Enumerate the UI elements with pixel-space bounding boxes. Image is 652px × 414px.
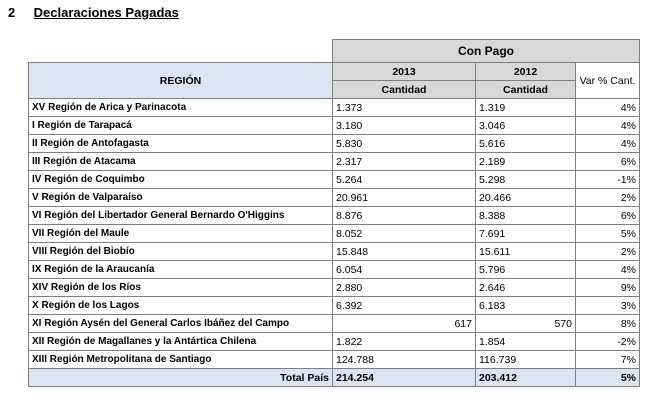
declaraciones-table: Con Pago REGIÓN 2013 2012 Var % Cant. Ca… xyxy=(28,39,640,387)
var-percent: 8% xyxy=(575,314,640,333)
table-row: VII Región del Maule 8.052 7.691 5% xyxy=(28,224,640,243)
table-row: III Región de Atacama 2.317 2.189 6% xyxy=(28,152,640,171)
cantidad-2012: 116.739 xyxy=(475,350,576,369)
region-name: IX Región de la Araucanía xyxy=(28,260,333,279)
section-heading: 2 Declaraciones Pagadas xyxy=(8,5,179,20)
cantidad-2013: 2.317 xyxy=(332,152,476,171)
region-name: I Región de Tarapacá xyxy=(28,116,333,135)
cantidad-2012: 5.796 xyxy=(475,260,576,279)
table-row: II Región de Antofagasta 5.830 5.616 4% xyxy=(28,134,640,153)
cantidad-2012: 5.298 xyxy=(475,170,576,189)
var-percent: 6% xyxy=(575,206,640,225)
total-var-percent: 5% xyxy=(575,368,640,387)
cantidad-2013: 617 xyxy=(332,314,476,333)
cantidad-2012: 3.046 xyxy=(475,116,576,135)
cantidad-2012: 1.319 xyxy=(475,98,576,117)
cantidad-2013: 1.373 xyxy=(332,98,476,117)
region-name: XV Región de Arica y Parinacota xyxy=(28,98,333,117)
year-header-row: REGIÓN 2013 2012 Var % Cant. xyxy=(28,62,640,99)
group-header-row: Con Pago xyxy=(28,39,640,63)
cantidad-2012: 2.189 xyxy=(475,152,576,171)
var-percent: 4% xyxy=(575,98,640,117)
var-percent: 5% xyxy=(575,224,640,243)
cantidad-2013: 8.052 xyxy=(332,224,476,243)
var-cant-header: Var % Cant. xyxy=(575,62,640,99)
year-2013-header: 2013 xyxy=(332,62,476,81)
var-percent: 4% xyxy=(575,116,640,135)
table-row: IV Región de Coquimbo 5.264 5.298 -1% xyxy=(28,170,640,189)
region-column-header: REGIÓN xyxy=(28,62,333,99)
cantidad-2013: 124.788 xyxy=(332,350,476,369)
var-percent: 7% xyxy=(575,350,640,369)
region-name: XIII Región Metropolitana de Santiago xyxy=(28,350,333,369)
cantidad-2013: 6.054 xyxy=(332,260,476,279)
total-2013: 214.254 xyxy=(332,368,476,387)
cantidad-2012-header: Cantidad xyxy=(475,80,576,99)
cantidad-2012: 5.616 xyxy=(475,134,576,153)
region-name: V Región de Valparaíso xyxy=(28,188,333,207)
cantidad-2013: 15.848 xyxy=(332,242,476,261)
cantidad-2013: 8.876 xyxy=(332,206,476,225)
cantidad-2013: 1.822 xyxy=(332,332,476,351)
table-row: VI Región del Libertador General Bernard… xyxy=(28,206,640,225)
table-row: XIV Región de los Ríos 2.880 2.646 9% xyxy=(28,278,640,297)
table-row: V Región de Valparaíso 20.961 20.466 2% xyxy=(28,188,640,207)
total-label: Total País xyxy=(28,368,333,387)
region-name: VIII Región del Biobío xyxy=(28,242,333,261)
var-percent: 6% xyxy=(575,152,640,171)
cantidad-2012: 7.691 xyxy=(475,224,576,243)
cantidad-2013: 5.264 xyxy=(332,170,476,189)
con-pago-header: Con Pago xyxy=(332,39,640,63)
year-2012-header: 2012 xyxy=(475,62,576,81)
var-percent: 4% xyxy=(575,260,640,279)
region-name: XI Región Aysén del General Carlos Ibáñe… xyxy=(28,314,333,333)
cantidad-2013: 6.392 xyxy=(332,296,476,315)
table-row: X Región de los Lagos 6.392 6.183 3% xyxy=(28,296,640,315)
cantidad-2012: 1.854 xyxy=(475,332,576,351)
cantidad-2012: 6.183 xyxy=(475,296,576,315)
table-row: XII Región de Magallanes y la Antártica … xyxy=(28,332,640,351)
cantidad-2012: 8.388 xyxy=(475,206,576,225)
cantidad-2012: 15.611 xyxy=(475,242,576,261)
cantidad-2013: 2.880 xyxy=(332,278,476,297)
var-percent: 4% xyxy=(575,134,640,153)
var-percent: -2% xyxy=(575,332,640,351)
cantidad-2012: 570 xyxy=(475,314,576,333)
section-title: Declaraciones Pagadas xyxy=(33,5,179,20)
var-percent: -1% xyxy=(575,170,640,189)
var-percent: 2% xyxy=(575,188,640,207)
cantidad-2013: 3.180 xyxy=(332,116,476,135)
region-name: III Región de Atacama xyxy=(28,152,333,171)
section-number: 2 xyxy=(8,5,16,20)
table-row: I Región de Tarapacá 3.180 3.046 4% xyxy=(28,116,640,135)
table-row: XIII Región Metropolitana de Santiago 12… xyxy=(28,350,640,369)
var-percent: 9% xyxy=(575,278,640,297)
table-row: IX Región de la Araucanía 6.054 5.796 4% xyxy=(28,260,640,279)
region-name: VI Región del Libertador General Bernard… xyxy=(28,206,333,225)
region-name: VII Región del Maule xyxy=(28,224,333,243)
table-row: XI Región Aysén del General Carlos Ibáñe… xyxy=(28,314,640,333)
cantidad-2013-header: Cantidad xyxy=(332,80,476,99)
region-name: X Región de los Lagos xyxy=(28,296,333,315)
header-blank-cell xyxy=(28,39,333,63)
cantidad-2013: 20.961 xyxy=(332,188,476,207)
cantidad-2012: 20.466 xyxy=(475,188,576,207)
region-name: XIV Región de los Ríos xyxy=(28,278,333,297)
table-row: VIII Región del Biobío 15.848 15.611 2% xyxy=(28,242,640,261)
subheader-row: Cantidad Cantidad xyxy=(29,80,640,99)
total-2012: 203.412 xyxy=(475,368,576,387)
cantidad-2013: 5.830 xyxy=(332,134,476,153)
table-row: XV Región de Arica y Parinacota 1.373 1.… xyxy=(28,98,640,117)
region-name: II Región de Antofagasta xyxy=(28,134,333,153)
var-percent: 3% xyxy=(575,296,640,315)
region-name: IV Región de Coquimbo xyxy=(28,170,333,189)
region-name: XII Región de Magallanes y la Antártica … xyxy=(28,332,333,351)
total-row: Total País 214.254 203.412 5% xyxy=(28,368,640,387)
cantidad-2012: 2.646 xyxy=(475,278,576,297)
var-percent: 2% xyxy=(575,242,640,261)
